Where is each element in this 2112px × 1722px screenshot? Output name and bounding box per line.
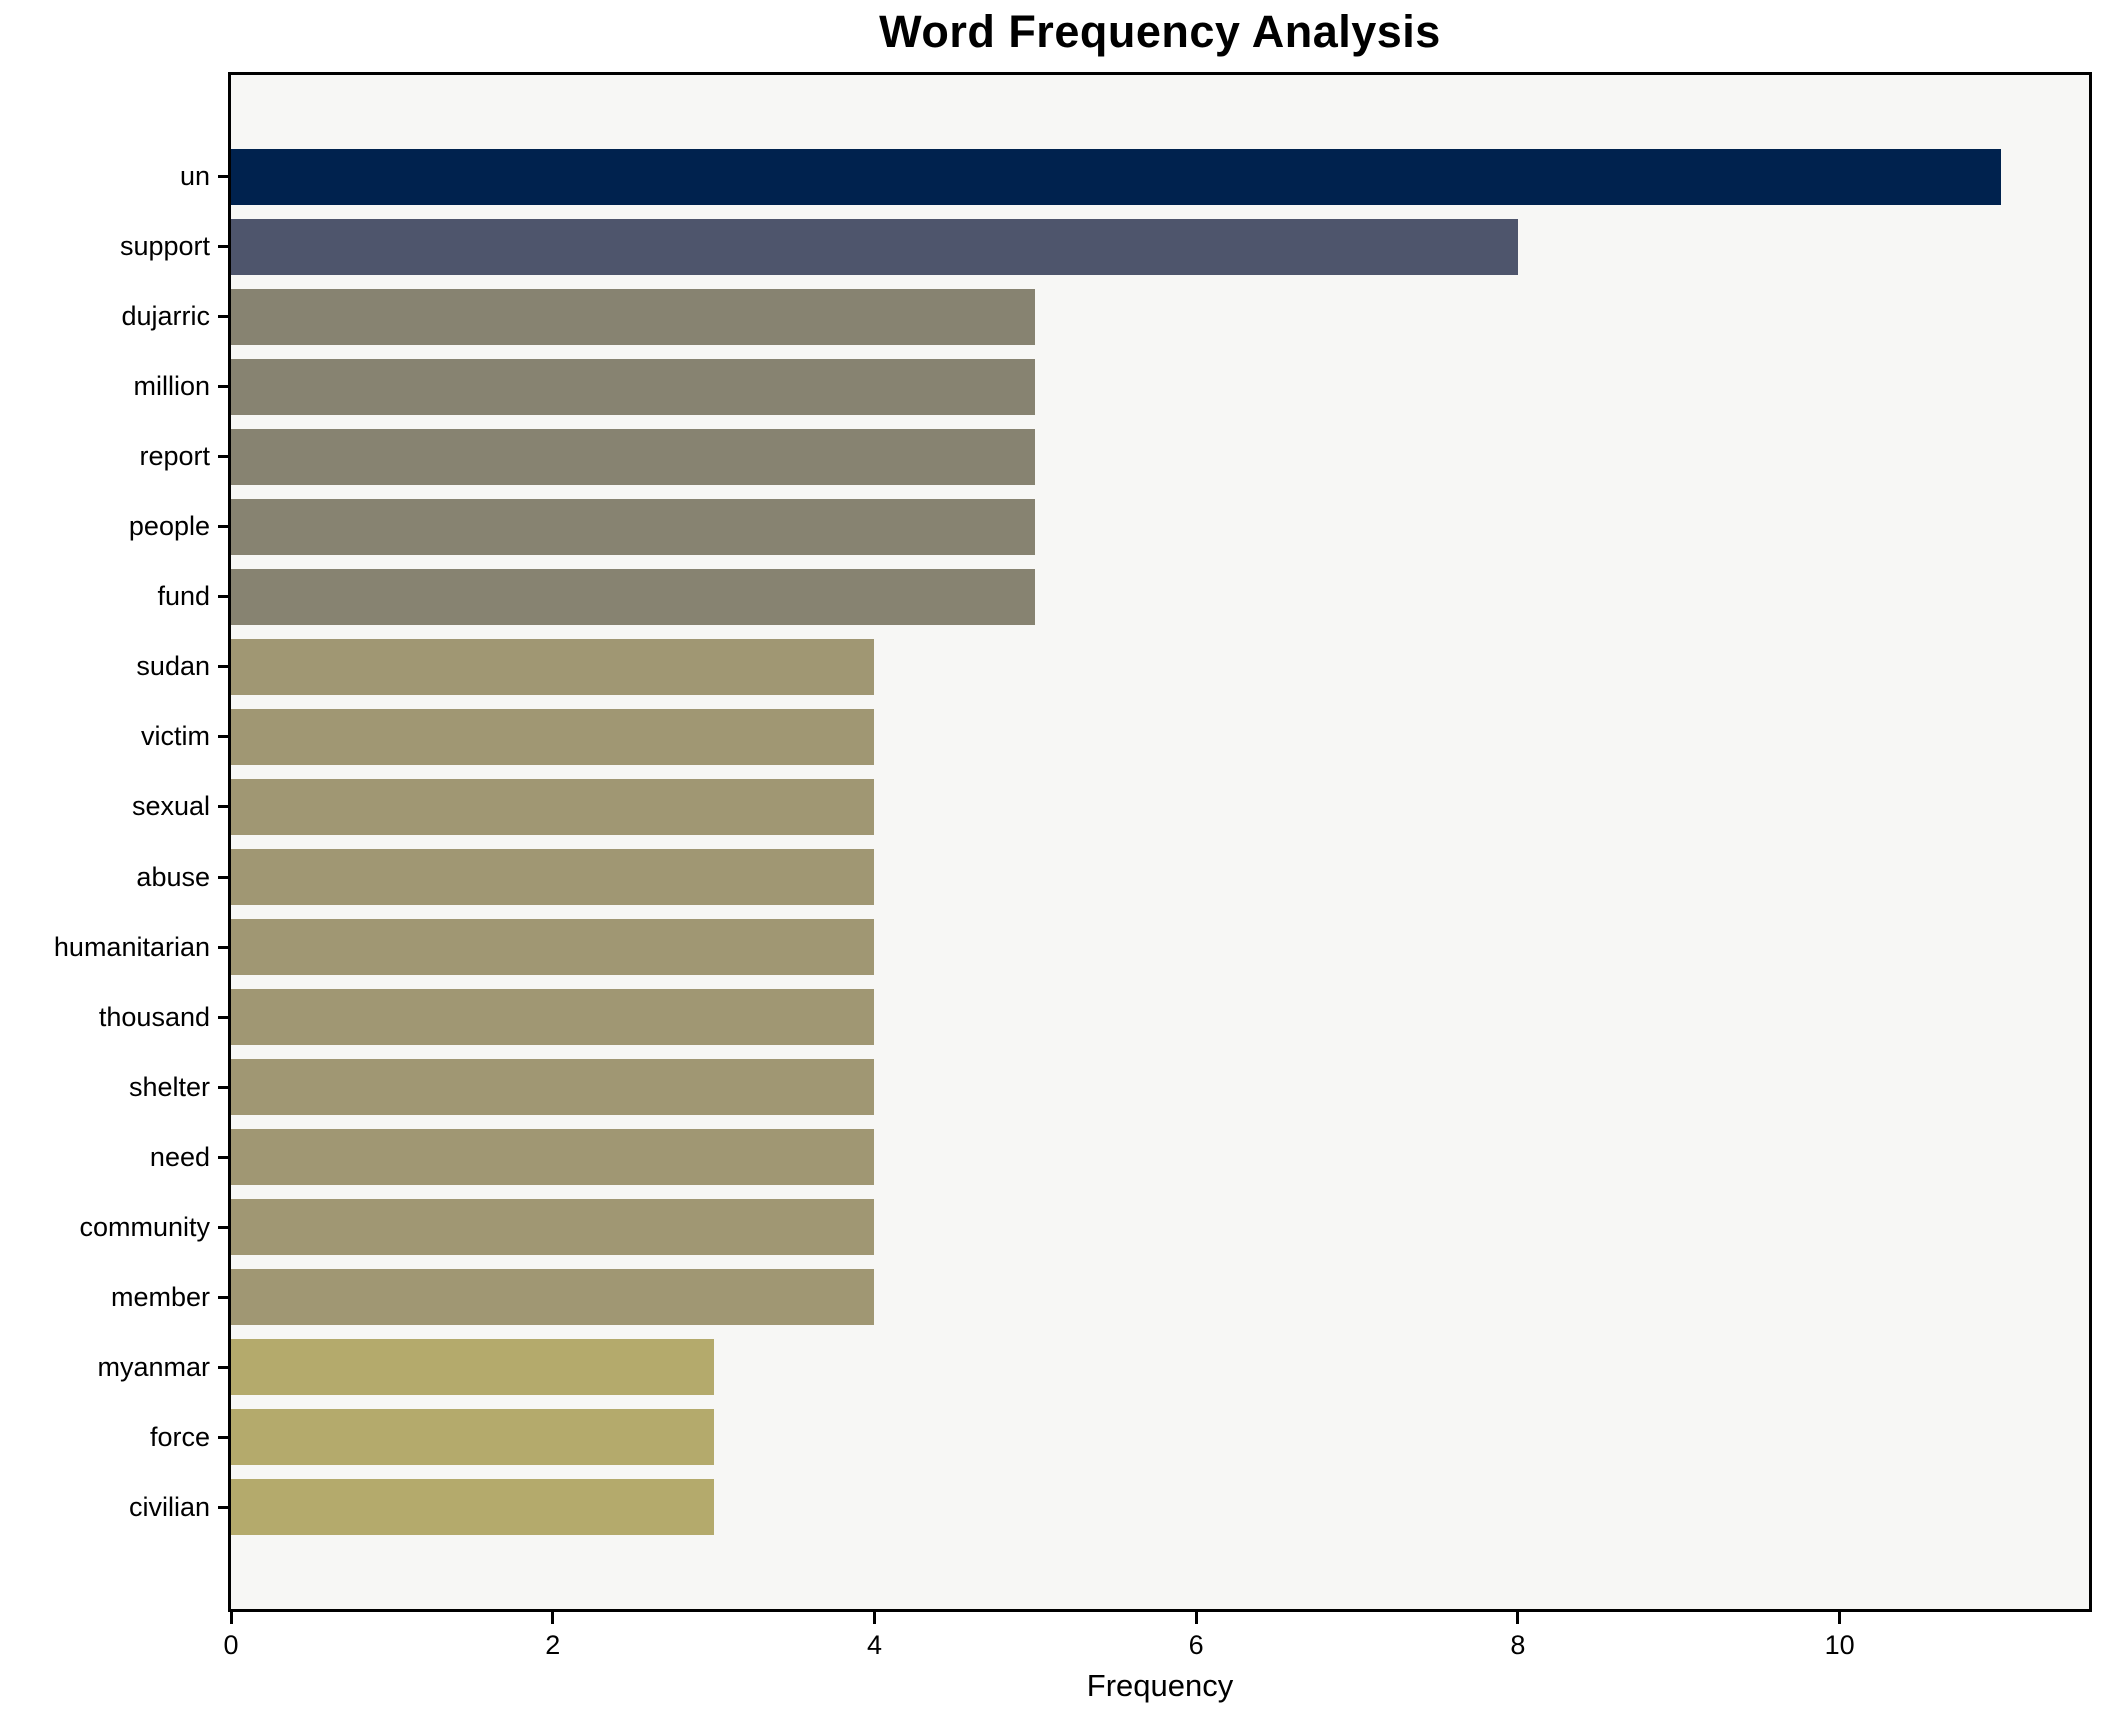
y-tick-mark	[218, 1085, 228, 1089]
y-tick-label-un: un	[179, 161, 210, 192]
bar-report	[231, 428, 1036, 485]
bar-victim	[231, 708, 875, 765]
y-tick-mark	[218, 735, 228, 739]
y-tick-mark	[218, 315, 228, 319]
y-tick-mark	[218, 245, 228, 249]
bar-civilian	[231, 1479, 714, 1536]
y-tick-label-dujarric: dujarric	[121, 301, 210, 332]
y-tick-mark	[218, 385, 228, 389]
bar-thousand	[231, 989, 875, 1046]
bar-force	[231, 1409, 714, 1466]
bar-abuse	[231, 849, 875, 906]
y-tick-label-sexual: sexual	[131, 791, 210, 822]
y-tick-label-humanitarian: humanitarian	[53, 931, 210, 962]
y-tick-label-people: people	[128, 511, 210, 542]
x-tick-mark	[1838, 1612, 1842, 1624]
bar-un	[231, 148, 2001, 205]
y-tick-label-sudan: sudan	[136, 651, 210, 682]
x-tick-label-0: 0	[223, 1630, 239, 1660]
y-tick-label-thousand: thousand	[98, 1001, 210, 1032]
y-tick-label-myanmar: myanmar	[97, 1351, 210, 1382]
bar-sexual	[231, 778, 875, 835]
y-tick-label-report: report	[139, 441, 210, 472]
x-tick-mark	[1516, 1612, 1520, 1624]
chart-title: Word Frequency Analysis	[879, 6, 1441, 57]
bar-fund	[231, 568, 1036, 625]
x-tick-mark	[551, 1612, 555, 1624]
x-tick-label-4: 4	[866, 1630, 882, 1660]
bar-dujarric	[231, 288, 1036, 345]
x-tick-mark	[229, 1612, 233, 1624]
y-tick-label-shelter: shelter	[128, 1071, 210, 1102]
y-tick-mark	[218, 1015, 228, 1019]
x-tick-label-8: 8	[1510, 1630, 1526, 1660]
bar-shelter	[231, 1059, 875, 1116]
y-tick-mark	[218, 805, 228, 809]
bar-support	[231, 218, 1518, 275]
bar-million	[231, 358, 1036, 415]
y-tick-mark	[218, 945, 228, 949]
y-tick-mark	[218, 525, 228, 529]
x-tick-mark	[1194, 1612, 1198, 1624]
y-tick-label-community: community	[79, 1211, 210, 1242]
y-tick-mark	[218, 455, 228, 459]
y-tick-label-victim: victim	[141, 721, 210, 752]
bar-member	[231, 1269, 875, 1326]
y-tick-label-civilian: civilian	[128, 1491, 210, 1522]
bar-need	[231, 1129, 875, 1186]
y-tick-mark	[218, 1295, 228, 1299]
bar-sudan	[231, 638, 875, 695]
y-tick-label-million: million	[133, 371, 210, 402]
y-tick-label-need: need	[149, 1141, 210, 1172]
y-tick-mark	[218, 595, 228, 599]
y-tick-mark	[218, 665, 228, 669]
y-tick-mark	[218, 175, 228, 179]
y-tick-mark	[218, 1225, 228, 1229]
bar-myanmar	[231, 1339, 714, 1396]
y-tick-mark	[218, 1505, 228, 1509]
bar-people	[231, 498, 1036, 555]
x-tick-mark	[872, 1612, 876, 1624]
y-tick-label-support: support	[119, 231, 210, 262]
bar-community	[231, 1199, 875, 1256]
plot-area	[228, 72, 2092, 1612]
y-tick-mark	[218, 1435, 228, 1439]
x-axis-title: Frequency	[1086, 1668, 1234, 1703]
y-tick-mark	[218, 1155, 228, 1159]
x-tick-label-10: 10	[1824, 1630, 1855, 1660]
y-tick-mark	[218, 1365, 228, 1369]
x-tick-label-6: 6	[1188, 1630, 1204, 1660]
y-tick-label-fund: fund	[157, 581, 210, 612]
y-tick-mark	[218, 875, 228, 879]
x-tick-label-2: 2	[545, 1630, 561, 1660]
bar-humanitarian	[231, 919, 875, 976]
y-tick-label-abuse: abuse	[136, 861, 210, 892]
y-tick-label-member: member	[110, 1281, 210, 1312]
y-tick-label-force: force	[149, 1421, 210, 1452]
